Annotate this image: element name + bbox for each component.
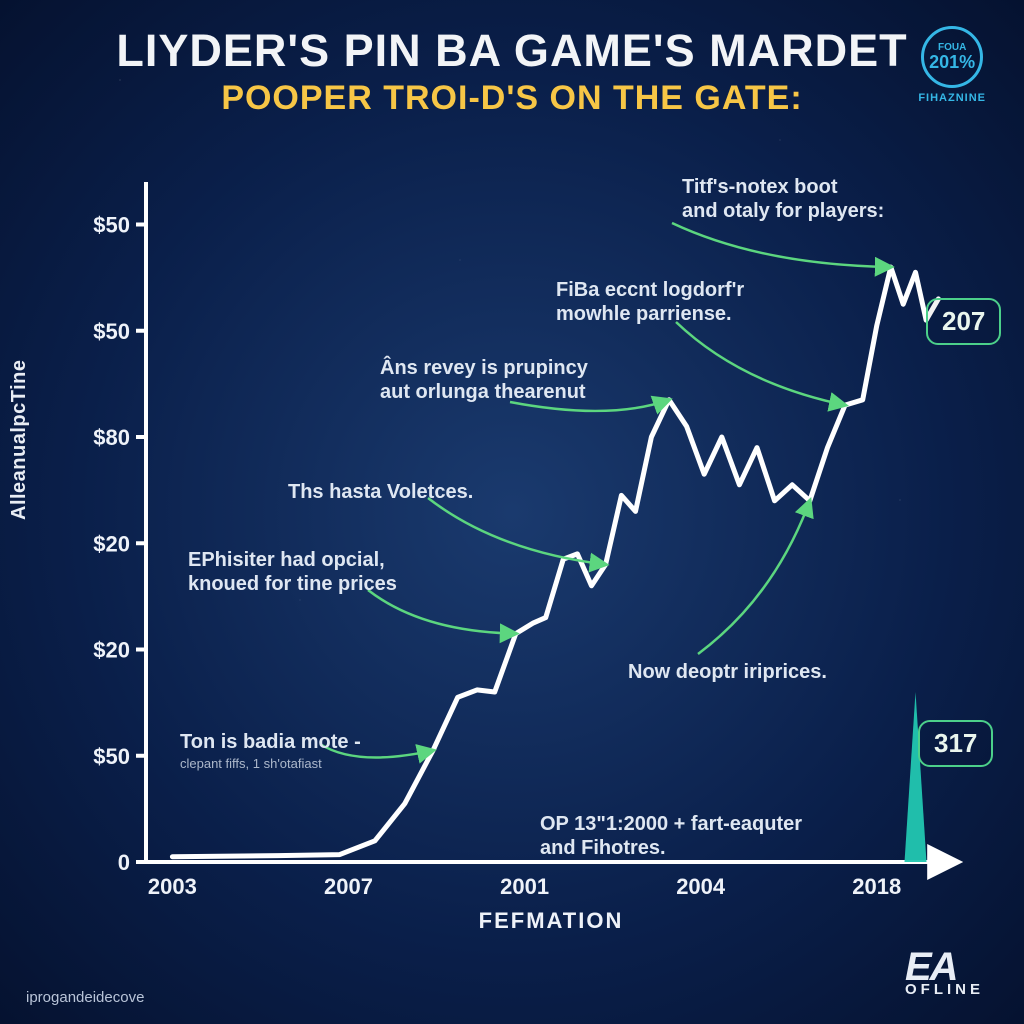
y-tick-label: $20 [93,638,130,663]
ea-logo-sub: OFLINE [905,981,984,998]
ea-logo: EA OFLINE [905,951,984,998]
badge-sub-text: FIHAZNINE [918,92,986,104]
badge-big-text: 201% [929,53,975,71]
annotation-text: EPhisiter had opcial,knoued for tine pri… [188,548,397,597]
chart-annotation: EPhisiter had opcial,knoued for tine pri… [188,548,397,597]
x-tick-label: 2001 [500,874,549,899]
ea-logo-mark: EA [905,951,984,983]
annotation-arrow [676,322,845,405]
badge-ring-icon: FOUA 201% [921,26,983,88]
corner-badge: FOUA 201% FIHAZNINE [918,26,986,104]
annotation-text: Now deoptr iriprices. [628,660,827,684]
page-subtitle: POOPER TROI-D'S ON THE GATE: [0,79,1024,118]
value-pill: 317 [918,720,993,767]
chart-annotation: Âns revey is prupincyaut orlunga thearen… [380,356,588,405]
annotation-text: Ton is badia mote - [180,730,361,754]
y-tick-label: $20 [93,531,130,556]
x-tick-label: 2003 [148,874,197,899]
chart-svg: 0 $50 $20 $20 $80 $50 $50 2003 2007 2001 2004 2018 F… [56,162,986,932]
annotation-arrow [672,223,891,267]
chart-annotation: Ths hasta Voletces. [288,480,473,504]
title-block: LIYDER'S PIN BA GAME'S MARDET POOPER TRO… [0,28,1024,118]
y-tick-label: $50 [93,319,130,344]
annotation-subtext: clepant fiffs, 1 sh'otafiast [180,756,361,772]
x-tick-label: 2007 [324,874,373,899]
value-pill: 207 [926,298,1001,345]
page-title: LIYDER'S PIN BA GAME'S MARDET [0,28,1024,73]
annotation-text: Titf's-notex bootand otaly for players: [682,175,884,224]
annotation-text: Âns revey is prupincyaut orlunga thearen… [380,356,588,405]
chart-annotation: FiBa eccnt logdorf'rmowhle parriense. [556,278,744,327]
x-tick-label: 2018 [852,874,901,899]
y-tick-label: $50 [93,744,130,769]
footer-credit: iprogandeidecove [26,989,144,1006]
chart-annotation: Now deoptr iriprices. [628,660,827,684]
spike-icon [905,692,927,862]
chart-annotation: OP 13"1:2000 + fart-eaquterand Fihotres. [540,812,802,861]
annotation-text: OP 13"1:2000 + fart-eaquterand Fihotres. [540,812,802,861]
y-axis-label: AlleanualpcTine [8,359,31,520]
chart-annotation: Ton is badia mote - clepant fiffs, 1 sh'o… [180,730,361,772]
y-tick-label: 0 [118,850,130,875]
y-tick-label: $80 [93,425,130,450]
annotation-arrow [698,501,810,654]
annotation-text: FiBa eccnt logdorf'rmowhle parriense. [556,278,744,327]
y-tick-label: $50 [93,213,130,238]
line-chart: 0 $50 $20 $20 $80 $50 $50 2003 2007 2001 2004 2018 F… [56,162,986,932]
x-tick-label: 2004 [676,874,726,899]
x-axis-label: FEFMATION [479,908,624,932]
annotation-text: Ths hasta Voletces. [288,480,473,504]
chart-annotation: Titf's-notex bootand otaly for players: [682,175,884,224]
